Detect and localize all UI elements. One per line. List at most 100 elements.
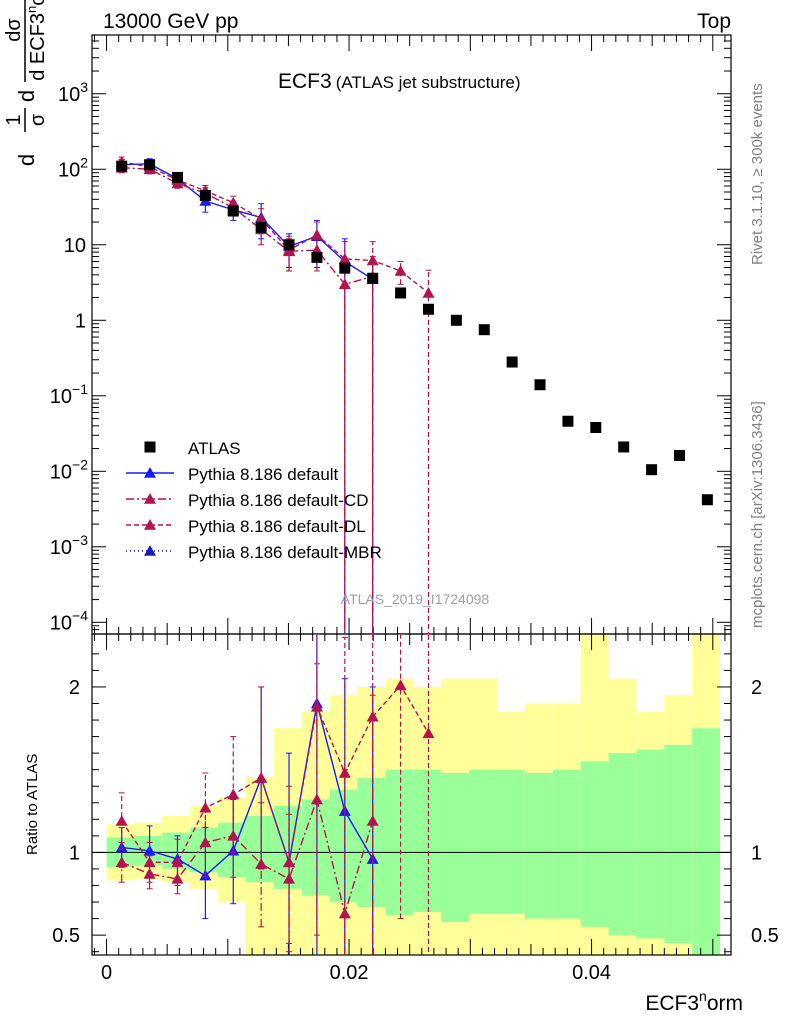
x-tick-label: 0 bbox=[101, 962, 112, 984]
y-axis-label-ratio: Ratio to ATLAS bbox=[24, 754, 41, 855]
ratio-frame bbox=[91, 633, 732, 956]
svg-text:d: d bbox=[14, 154, 39, 166]
legend-marker bbox=[144, 493, 156, 504]
band-inner-bin bbox=[524, 772, 553, 919]
data-point bbox=[311, 251, 323, 263]
svg-text:dσ: dσ bbox=[3, 18, 25, 42]
series-point-ratio bbox=[255, 857, 268, 869]
series-point-ratio bbox=[171, 856, 184, 868]
data-point bbox=[227, 205, 239, 217]
y-tick-label-ratio: 1 bbox=[69, 842, 80, 864]
y-tick-label-main: 10−1 bbox=[50, 381, 88, 408]
uncertainty-band bbox=[106, 634, 721, 955]
y-tick-label-main: 10−2 bbox=[50, 456, 88, 483]
band-inner-bin bbox=[385, 769, 414, 916]
band-inner-bin bbox=[580, 761, 609, 927]
header-right: Top bbox=[697, 10, 731, 33]
data-point bbox=[283, 239, 295, 251]
legend-label: ATLAS bbox=[188, 439, 241, 458]
y-axis-label-main: d 1 σ d dσ d ECF3norm bbox=[3, 0, 49, 166]
legend-marker bbox=[144, 519, 156, 530]
y-tick-label-main: 10 bbox=[64, 235, 86, 257]
data-point bbox=[450, 314, 462, 326]
y-tick-label-main: 10−3 bbox=[50, 532, 88, 559]
band-inner-bin bbox=[301, 799, 330, 896]
series-point-ratio bbox=[171, 872, 184, 884]
band-inner-bin bbox=[552, 769, 581, 919]
data-point bbox=[534, 379, 546, 391]
legend-marker bbox=[144, 467, 156, 478]
data-point bbox=[646, 464, 658, 476]
ratio-plot bbox=[115, 634, 435, 955]
data-point bbox=[701, 494, 713, 506]
legend-label: Pythia 8.186 default-CD bbox=[188, 491, 369, 510]
y-tick-label-ratio: 2 bbox=[69, 677, 80, 699]
side-text-bottom: mcplots.cern.ch [arXiv:1306.3436] bbox=[749, 401, 766, 628]
legend-label: Pythia 8.186 default bbox=[188, 465, 339, 484]
band-inner-bin bbox=[245, 816, 274, 883]
legend-label: Pythia 8.186 default-DL bbox=[188, 517, 366, 536]
series-point-ratio bbox=[199, 801, 212, 813]
band-inner-bin bbox=[496, 769, 525, 914]
y-tick-label-main: 1 bbox=[75, 310, 86, 332]
band-inner-bin bbox=[441, 772, 470, 922]
data-point bbox=[171, 171, 183, 183]
band-inner-bin bbox=[608, 753, 637, 936]
series-line-main bbox=[121, 166, 373, 286]
series-line-ratio bbox=[121, 703, 374, 877]
series-line-ratio bbox=[121, 684, 430, 864]
series-point-main bbox=[366, 254, 379, 266]
svg-text:d ECF3norm: d ECF3norm bbox=[24, 0, 49, 81]
series-point-ratio bbox=[255, 771, 268, 783]
data-point bbox=[255, 221, 267, 233]
data-point bbox=[506, 356, 518, 368]
series-point-ratio bbox=[394, 679, 407, 691]
legend-marker bbox=[144, 545, 156, 556]
data-point bbox=[144, 159, 156, 171]
band-inner-bin bbox=[664, 744, 693, 944]
side-text-top: Rivet 3.1.10, ≥ 300k events bbox=[749, 83, 766, 265]
x-tick-label: 0.02 bbox=[330, 962, 369, 984]
data-point bbox=[339, 262, 351, 274]
data-point bbox=[395, 287, 407, 299]
series-point-ratio bbox=[310, 700, 323, 712]
series-point-ratio bbox=[227, 788, 240, 800]
y-tick-label-ratio: 0.5 bbox=[52, 925, 80, 947]
data-point bbox=[367, 272, 379, 284]
data-point bbox=[422, 303, 434, 315]
svg-text:d: d bbox=[14, 90, 39, 102]
svg-text:σ: σ bbox=[27, 113, 49, 126]
band-inner-bin bbox=[636, 749, 665, 939]
data-point bbox=[618, 441, 630, 453]
data-point bbox=[590, 422, 602, 434]
band-inner-bin bbox=[469, 769, 497, 914]
x-tick-label: 0.04 bbox=[572, 962, 611, 984]
series-point-main bbox=[310, 228, 323, 240]
series-point-main bbox=[338, 252, 351, 264]
y-tick-label-ratio-right: 0.5 bbox=[751, 925, 779, 947]
main-plot bbox=[115, 155, 713, 634]
series-line-ratio bbox=[121, 797, 374, 917]
data-point bbox=[562, 415, 574, 427]
svg-text:1: 1 bbox=[3, 114, 25, 125]
y-tick-label-main: 103 bbox=[58, 79, 88, 106]
data-point bbox=[478, 324, 490, 336]
legend-label: Pythia 8.186 default-MBR bbox=[188, 543, 382, 562]
axes-frame bbox=[91, 34, 732, 956]
series-line-main bbox=[121, 163, 374, 280]
series-point-main bbox=[227, 196, 240, 208]
series-point-ratio bbox=[283, 856, 296, 868]
data-point bbox=[116, 160, 128, 172]
series-point-ratio bbox=[422, 727, 435, 739]
legend: ATLAS Pythia 8.186 default Pythia 8.186 de… bbox=[126, 439, 382, 562]
legend-marker-data bbox=[144, 441, 156, 453]
series-point-ratio bbox=[115, 856, 128, 868]
chart-title: ECF3 (ATLAS jet substructure) bbox=[278, 70, 521, 93]
band-inner-bin bbox=[692, 728, 721, 955]
data-point bbox=[199, 189, 211, 201]
series-point-main bbox=[422, 286, 435, 298]
series-line-main bbox=[121, 161, 429, 294]
series-point-ratio bbox=[143, 856, 156, 868]
